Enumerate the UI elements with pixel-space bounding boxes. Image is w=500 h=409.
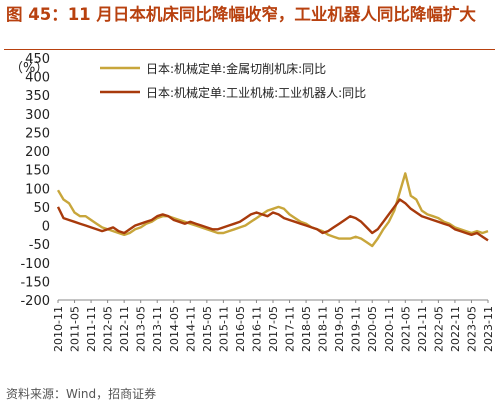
series-line-1 — [56, 172, 489, 248]
source-note: 资料来源：Wind，招商证券 — [6, 387, 157, 401]
x-tick-label: 2018-05 — [300, 306, 313, 352]
legend-label-2: 日本:机械定单:工业机械:工业机器人:同比 — [146, 85, 366, 100]
x-tick-label: 2023-11 — [482, 306, 495, 352]
x-tick-label: 2019-11 — [350, 306, 363, 352]
x-tick-label: 2013-11 — [151, 306, 164, 352]
x-tick-label: 2015-05 — [201, 306, 214, 352]
x-tick-label: 2014-11 — [184, 306, 197, 352]
x-tick-label: 2013-05 — [135, 306, 148, 352]
x-tick-label: 2017-11 — [284, 306, 297, 352]
y-tick-label: -100 — [20, 257, 50, 272]
y-tick-label: 150 — [25, 164, 50, 179]
plot-area: 450 400 350 300 250 200 150 100 50 0 -50 -100 -150 -2… — [20, 52, 495, 352]
y-tick-label: 200 — [25, 145, 50, 160]
x-tick-label: 2017-05 — [267, 306, 280, 352]
series-line-2 — [56, 198, 489, 242]
x-tick-label: 2011-05 — [69, 306, 82, 352]
x-tick-label: 2012-05 — [102, 306, 115, 352]
x-tick-label: 2022-05 — [432, 306, 445, 352]
x-tick-label: 2020-05 — [366, 306, 379, 352]
x-tick-label: 2021-11 — [416, 306, 429, 352]
x-tick-label: 2010-11 — [52, 306, 65, 352]
y-tick-label: 0 — [42, 220, 50, 235]
x-tick-label: 2021-05 — [399, 306, 412, 352]
x-tick-label: 2022-11 — [449, 306, 462, 352]
x-tick-label: 2023-05 — [465, 306, 478, 352]
x-tick-label: 2014-05 — [168, 306, 181, 352]
y-tick-label: -50 — [29, 238, 50, 253]
y-tick-label: 300 — [25, 108, 50, 123]
y-axis-unit-label: （%） — [10, 61, 48, 76]
y-tick-label: 350 — [25, 89, 50, 104]
y-tick-label: 450 — [25, 52, 50, 67]
y-tick-label: 50 — [33, 201, 50, 216]
y-tick-label: -200 — [20, 294, 50, 309]
x-tick-label: 2016-11 — [250, 306, 263, 352]
x-tick-label: 2012-11 — [118, 306, 131, 352]
y-tick-label: 250 — [25, 126, 50, 141]
x-tick-label: 2020-11 — [383, 306, 396, 352]
y-tick-label: 400 — [25, 71, 50, 86]
x-tick-label: 2019-05 — [333, 306, 346, 352]
legend-label-1: 日本:机械定单:金属切削机床:同比 — [146, 61, 326, 76]
x-tick-label: 2015-11 — [217, 306, 230, 352]
x-tick-label: 2011-11 — [85, 306, 98, 352]
y-tick-label: -150 — [20, 275, 50, 290]
x-tick-label: 2016-05 — [234, 306, 247, 352]
chart-title: 图 45：11 月日本机床同比降幅收窄，工业机器人同比降幅扩大 — [6, 5, 476, 24]
title-divider — [4, 49, 495, 50]
x-tick-label: 2018-11 — [317, 306, 330, 352]
y-tick-label: 100 — [25, 182, 50, 197]
